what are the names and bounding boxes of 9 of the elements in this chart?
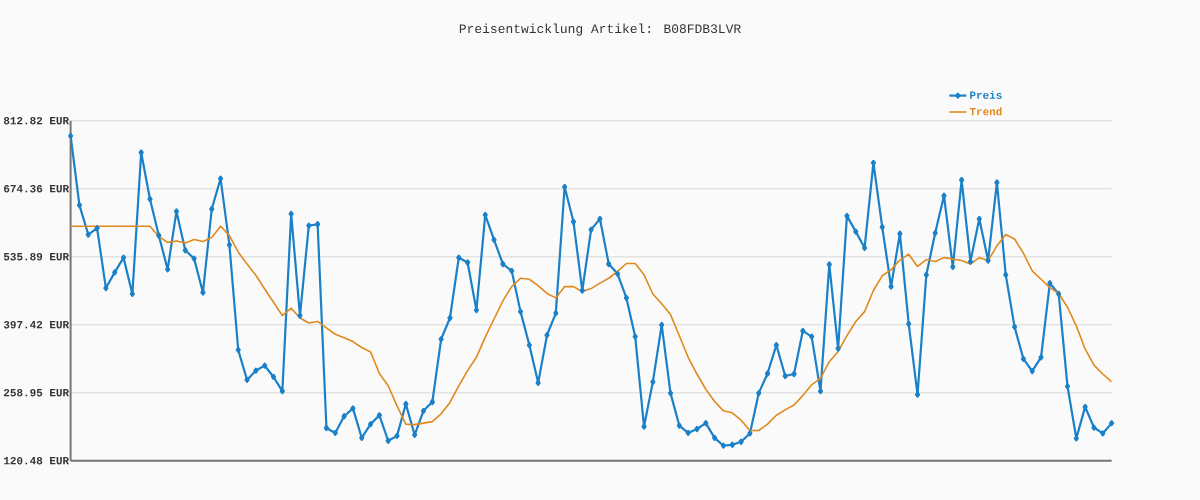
y-tick-label: 535.89 EUR bbox=[3, 252, 70, 261]
legend-label: Trend bbox=[969, 107, 1002, 116]
chart-title: Preisentwicklung Artikel: B08FDB3LVR bbox=[459, 23, 741, 36]
y-tick-label: 397.42 EUR bbox=[3, 320, 70, 329]
y-tick-label: 674.36 EUR bbox=[3, 184, 70, 193]
y-tick-label: 120.48 EUR bbox=[4, 456, 70, 465]
y-tick-label: 258.95 EUR bbox=[3, 388, 70, 397]
y-tick-label: 812.82 EUR bbox=[3, 116, 70, 125]
legend-label: Preis bbox=[970, 90, 1002, 99]
